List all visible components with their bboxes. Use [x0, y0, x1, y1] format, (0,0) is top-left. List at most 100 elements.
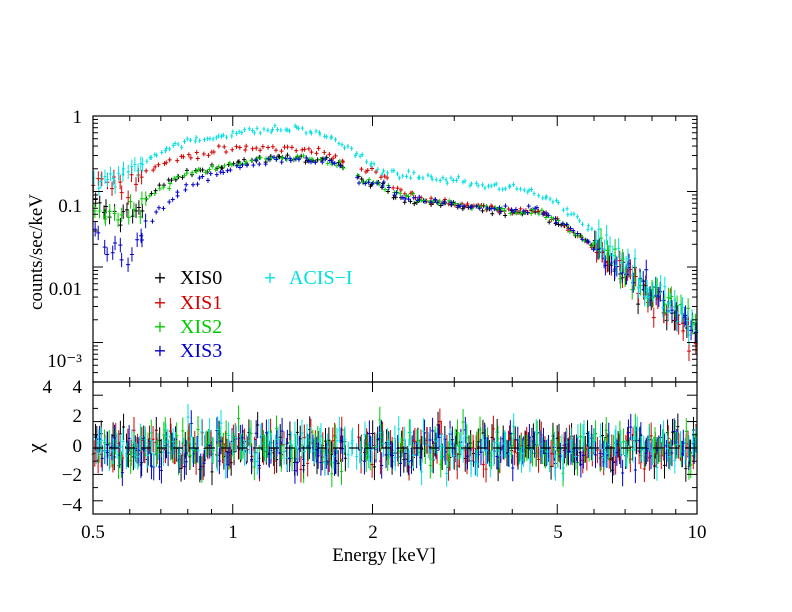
data-point	[590, 243, 595, 249]
data-point	[161, 184, 166, 190]
data-point	[474, 180, 478, 186]
data-point	[244, 162, 249, 168]
residual-point	[346, 441, 350, 468]
data-point	[647, 286, 651, 307]
residual-point	[553, 454, 557, 481]
y-tick-label: −4	[62, 495, 83, 516]
data-point	[260, 144, 265, 150]
data-point	[237, 129, 241, 135]
residual-point	[428, 426, 432, 454]
residual-point	[240, 424, 244, 451]
data-point	[96, 171, 101, 186]
data-point	[133, 157, 137, 172]
data-point	[597, 219, 601, 240]
data-point	[661, 290, 666, 311]
data-point	[343, 145, 347, 151]
data-point	[522, 187, 526, 193]
data-point	[508, 183, 512, 189]
data-point	[553, 221, 558, 227]
data-point	[521, 208, 526, 214]
data-point	[598, 228, 604, 249]
data-point	[244, 159, 249, 165]
residual-point	[124, 442, 128, 470]
residual-point	[631, 436, 635, 463]
residual-point	[455, 419, 459, 446]
data-point	[591, 240, 596, 246]
data-point	[377, 181, 382, 187]
data-point	[359, 166, 364, 172]
data-point	[303, 159, 308, 165]
residual-point	[288, 445, 292, 472]
residual-point	[593, 441, 597, 469]
residual-point	[149, 427, 153, 454]
residual-point	[615, 439, 619, 466]
residual-point	[684, 418, 688, 445]
data-point	[566, 212, 570, 217]
data-point	[301, 153, 306, 159]
data-point	[536, 211, 541, 217]
data-point	[145, 159, 149, 164]
data-point	[437, 198, 442, 204]
residual-point	[362, 448, 366, 475]
data-point	[463, 178, 467, 184]
data-point	[230, 133, 234, 139]
data-point	[600, 242, 605, 263]
data-point	[124, 202, 129, 218]
residual-point	[428, 452, 432, 479]
data-point	[568, 226, 573, 231]
residual-point	[115, 432, 119, 460]
residual-point	[622, 428, 626, 455]
residual-point	[357, 423, 361, 451]
data-point	[492, 182, 496, 188]
residual-point	[255, 448, 259, 475]
y-tick-label: −2	[62, 465, 82, 486]
residual-point	[250, 446, 254, 473]
data-point	[663, 276, 667, 297]
residual-point	[492, 439, 496, 467]
data-point	[430, 176, 434, 182]
residual-point	[629, 413, 633, 441]
residual-point	[653, 427, 657, 454]
residual-point	[142, 436, 146, 463]
data-point	[313, 159, 318, 165]
residual-point	[626, 419, 630, 446]
residual-point	[300, 419, 304, 447]
data-point	[540, 211, 545, 217]
data-point	[108, 166, 112, 182]
data-point	[184, 170, 189, 176]
data-point	[546, 212, 551, 218]
data-point	[111, 171, 115, 186]
residual-point	[297, 435, 301, 463]
data-point	[110, 245, 115, 260]
data-point	[438, 203, 443, 208]
residual-point	[534, 418, 538, 446]
data-point	[526, 203, 531, 209]
data-point	[613, 239, 618, 260]
data-point	[673, 290, 677, 311]
residual-point	[252, 453, 256, 481]
data-point	[272, 154, 277, 160]
data-point	[170, 197, 175, 202]
data-point	[304, 155, 309, 161]
spectrum-data-marks	[91, 123, 699, 362]
data-point	[113, 179, 117, 195]
data-point	[251, 162, 256, 168]
data-point	[195, 181, 200, 187]
residual-point	[188, 442, 192, 469]
data-point	[126, 190, 131, 205]
data-point	[157, 186, 162, 192]
data-point	[624, 255, 628, 276]
data-point	[441, 175, 445, 181]
data-point	[206, 153, 211, 158]
data-point	[465, 201, 470, 207]
data-point	[525, 210, 530, 216]
residual-point	[254, 420, 258, 447]
residual-point	[644, 439, 648, 467]
data-point	[502, 207, 507, 213]
data-point	[285, 152, 290, 158]
data-point	[176, 141, 180, 147]
data-point	[395, 185, 400, 191]
data-point	[294, 148, 299, 154]
data-point	[381, 179, 386, 185]
data-point	[164, 160, 169, 166]
